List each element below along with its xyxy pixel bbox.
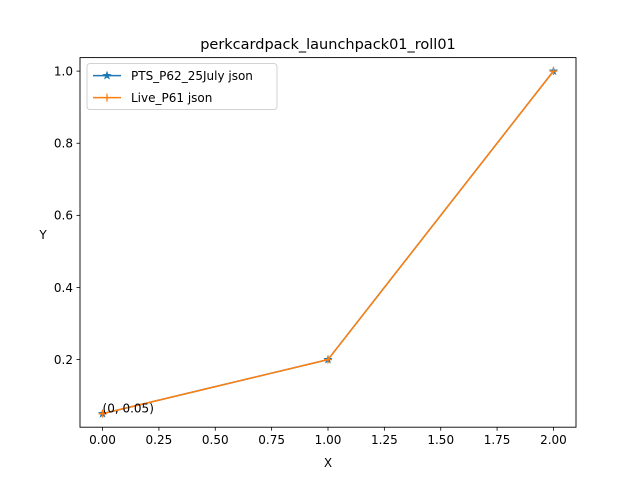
x-tick-label: 0.75 [258, 433, 285, 447]
x-tick-label: 0.00 [89, 433, 116, 447]
legend-label: PTS_P62_25July json [131, 69, 253, 83]
data-point [98, 409, 107, 418]
x-tick-label: 2.00 [540, 433, 567, 447]
x-tick-label: 0.25 [146, 433, 173, 447]
x-tick-label: 1.50 [427, 433, 454, 447]
legend-label: Live_P61 json [131, 91, 212, 105]
y-tick-label: 0.6 [54, 209, 73, 223]
data-point [324, 355, 332, 364]
x-tick-label: 0.50 [202, 433, 229, 447]
x-tick-label: 1.00 [315, 433, 342, 447]
legend-marker [102, 70, 112, 80]
legend-frame [86, 63, 278, 111]
x-axis-label: X [324, 456, 332, 470]
x-tick-label: 1.25 [371, 433, 398, 447]
point-annotation: (0, 0.05) [103, 402, 154, 416]
y-axis-label: Y [38, 228, 47, 242]
legend-marker [103, 93, 111, 102]
chart-title: perkcardpack_launchpack01_roll01 [200, 37, 456, 53]
legend: PTS_P62_25July json Live_P61 json [86, 63, 278, 111]
y-tick-label: 1.0 [54, 64, 73, 78]
y-tick-label: 0.8 [54, 137, 73, 151]
y-tick-label: 0.2 [54, 353, 73, 367]
plot-frame [79, 57, 577, 428]
y-tick-label: 0.4 [54, 281, 73, 295]
x-tick-label: 1.75 [484, 433, 511, 447]
data-point [549, 67, 558, 76]
plot-area: 0.00 0.25 0.50 0.75 1.00 1.25 1.50 1.75 2.00 0.2 0… [54, 63, 567, 447]
